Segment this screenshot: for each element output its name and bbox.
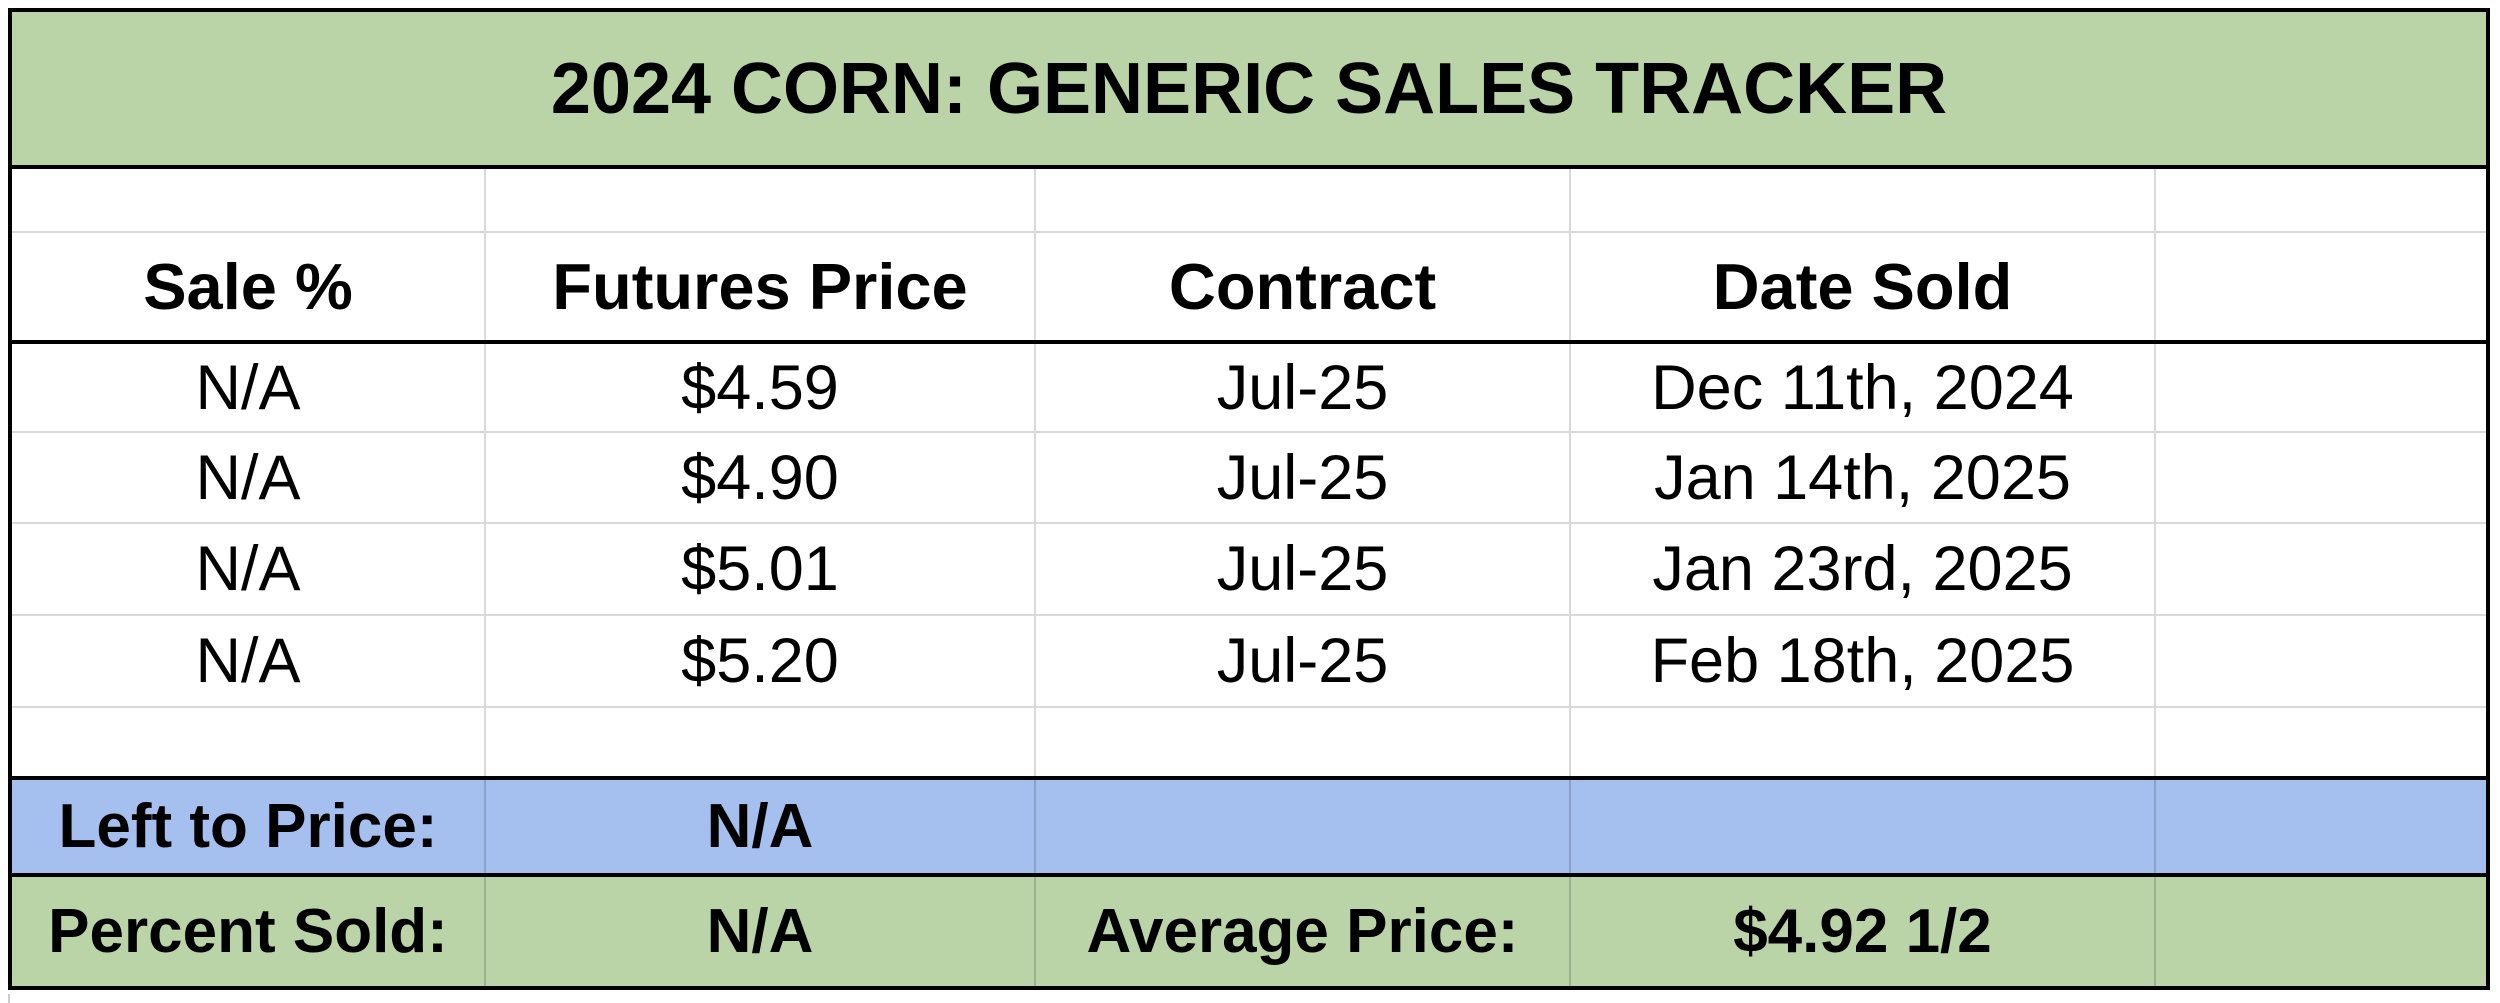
column-header-contract: Contract [1036, 233, 1571, 340]
left-to-price-value: N/A [486, 780, 1036, 873]
empty-cell [2156, 344, 2486, 431]
table-row: N/A $5.01 Jul-25 Jan 23rd, 2025 [12, 524, 2486, 616]
spacer-row-top [12, 169, 2486, 233]
left-to-price-row: Left to Price: N/A [12, 780, 2486, 877]
empty-cell [1036, 780, 1571, 873]
empty-cell [2156, 780, 2486, 873]
empty-cell [2156, 708, 2486, 776]
empty-cell [1571, 708, 2156, 776]
percent-sold-value: N/A [486, 877, 1036, 986]
column-header-sale-pct: Sale % [12, 233, 486, 340]
cell-date-sold: Jan 23rd, 2025 [1571, 524, 2156, 614]
empty-cell [1036, 169, 1571, 231]
empty-cell [1036, 708, 1571, 776]
column-header-futures-price: Futures Price [486, 233, 1036, 340]
empty-cell [12, 708, 486, 776]
left-to-price-label: Left to Price: [12, 780, 486, 873]
header-row: Sale % Futures Price Contract Date Sold [12, 233, 2486, 344]
title-row: 2024 CORN: GENERIC SALES TRACKER [12, 12, 2486, 169]
column-header-blank [2156, 233, 2486, 340]
cell-contract: Jul-25 [1036, 616, 1571, 706]
cell-date-sold: Dec 11th, 2024 [1571, 344, 2156, 431]
average-price-label: Average Price: [1036, 877, 1571, 986]
table-row: N/A $4.59 Jul-25 Dec 11th, 2024 [12, 344, 2486, 433]
empty-cell [12, 169, 486, 231]
cell-contract: Jul-25 [1036, 433, 1571, 522]
empty-cell [486, 169, 1036, 231]
cell-futures-price: $4.90 [486, 433, 1036, 522]
column-header-date-sold: Date Sold [1571, 233, 2156, 340]
corn-sales-tracker-table: 2024 CORN: GENERIC SALES TRACKER Sale % … [8, 8, 2490, 990]
gridline-stub [8, 994, 10, 1003]
table-row: N/A $5.20 Jul-25 Feb 18th, 2025 [12, 616, 2486, 708]
cell-sale-pct: N/A [12, 344, 486, 431]
percent-sold-row: Percent Sold: N/A Average Price: $4.92 1… [12, 877, 2486, 986]
cell-sale-pct: N/A [12, 616, 486, 706]
cell-futures-price: $5.01 [486, 524, 1036, 614]
cell-sale-pct: N/A [12, 524, 486, 614]
empty-cell [2156, 524, 2486, 614]
empty-cell [2156, 169, 2486, 231]
cell-date-sold: Jan 14th, 2025 [1571, 433, 2156, 522]
empty-cell [2156, 433, 2486, 522]
table-row: N/A $4.90 Jul-25 Jan 14th, 2025 [12, 433, 2486, 524]
spacer-row-bottom [12, 708, 2486, 780]
empty-cell [2156, 616, 2486, 706]
cell-contract: Jul-25 [1036, 344, 1571, 431]
average-price-value: $4.92 1/2 [1571, 877, 2156, 986]
table-title: 2024 CORN: GENERIC SALES TRACKER [550, 48, 1948, 129]
empty-cell [486, 708, 1036, 776]
empty-cell [1571, 169, 2156, 231]
percent-sold-label: Percent Sold: [12, 877, 486, 986]
cell-futures-price: $5.20 [486, 616, 1036, 706]
cell-contract: Jul-25 [1036, 524, 1571, 614]
cell-futures-price: $4.59 [486, 344, 1036, 431]
empty-cell [1571, 780, 2156, 873]
empty-cell [2156, 877, 2486, 986]
cell-date-sold: Feb 18th, 2025 [1571, 616, 2156, 706]
cell-sale-pct: N/A [12, 433, 486, 522]
